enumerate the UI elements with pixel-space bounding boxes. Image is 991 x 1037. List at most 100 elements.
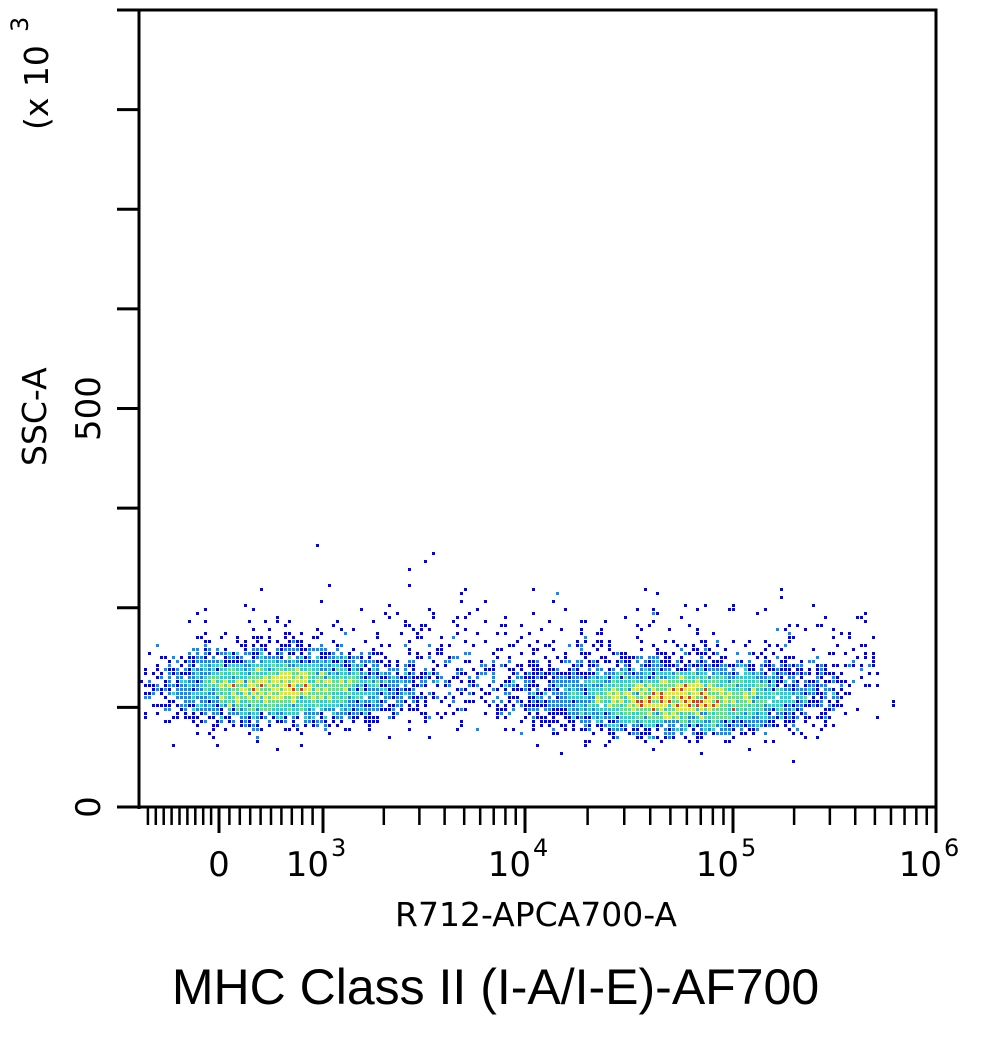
event-dot [232, 692, 235, 695]
event-dot [700, 732, 703, 735]
event-dot [764, 648, 767, 651]
event-dot [332, 664, 335, 667]
event-dot [504, 632, 507, 635]
event-dot [356, 704, 359, 707]
event-dot [328, 664, 331, 667]
event-dot [304, 712, 307, 715]
event-dot [628, 700, 631, 703]
event-dot [732, 688, 735, 691]
event-dot [192, 720, 195, 723]
event-dot [680, 688, 683, 691]
event-dot [348, 660, 351, 663]
event-dot [720, 684, 723, 687]
event-dot [376, 692, 379, 695]
event-dot [344, 708, 347, 711]
event-dot [296, 684, 299, 687]
event-dot [296, 664, 299, 667]
event-dot [672, 712, 675, 715]
event-dot [500, 708, 503, 711]
event-dot [656, 688, 659, 691]
event-dot [700, 688, 703, 691]
event-dot [668, 628, 671, 631]
event-dot [760, 672, 763, 675]
event-dot [252, 692, 255, 695]
event-dot [184, 704, 187, 707]
event-dot [640, 628, 643, 631]
event-dot [300, 668, 303, 671]
event-dot [752, 684, 755, 687]
event-dot [252, 628, 255, 631]
event-dot [368, 712, 371, 715]
event-dot [760, 684, 763, 687]
event-dot [236, 692, 239, 695]
event-dot [200, 700, 203, 703]
event-dot [416, 708, 419, 711]
event-dot [552, 668, 555, 671]
event-dot [268, 692, 271, 695]
event-dot [280, 704, 283, 707]
event-dot [856, 616, 859, 619]
event-dot [776, 704, 779, 707]
event-dot [600, 720, 603, 723]
event-dot [832, 704, 835, 707]
event-dot [572, 700, 575, 703]
event-dot [664, 720, 667, 723]
event-dot [804, 684, 807, 687]
event-dot [240, 676, 243, 679]
event-dot [244, 672, 247, 675]
event-dot [348, 680, 351, 683]
event-dot [312, 704, 315, 707]
event-dot [560, 712, 563, 715]
event-dot [620, 712, 623, 715]
event-dot [496, 656, 499, 659]
event-dot [144, 672, 147, 675]
event-dot [244, 700, 247, 703]
event-dot [300, 640, 303, 643]
event-dot [352, 672, 355, 675]
event-dot [540, 668, 543, 671]
event-dot [224, 684, 227, 687]
event-dot [732, 684, 735, 687]
event-dot [296, 644, 299, 647]
event-dot [320, 644, 323, 647]
event-dot [568, 700, 571, 703]
event-dot [560, 708, 563, 711]
event-dot [388, 644, 391, 647]
event-dot [236, 712, 239, 715]
event-dot [784, 720, 787, 723]
event-dot [600, 692, 603, 695]
event-dot [772, 652, 775, 655]
event-dot [764, 696, 767, 699]
event-dot [536, 712, 539, 715]
event-dot [668, 660, 671, 663]
event-dot [224, 728, 227, 731]
event-dot [220, 712, 223, 715]
event-dot [524, 680, 527, 683]
event-dot [788, 716, 791, 719]
event-dot [592, 664, 595, 667]
event-dot [632, 676, 635, 679]
event-dot [484, 712, 487, 715]
event-dot [300, 660, 303, 663]
event-dot [668, 704, 671, 707]
event-dot [752, 672, 755, 675]
event-dot [648, 716, 651, 719]
event-dot [772, 724, 775, 727]
event-dot [364, 700, 367, 703]
event-dot [728, 608, 731, 611]
event-dot [216, 704, 219, 707]
event-dot [368, 672, 371, 675]
event-dot [240, 708, 243, 711]
event-dot [512, 688, 515, 691]
event-dot [808, 672, 811, 675]
event-dot [244, 668, 247, 671]
event-dot [408, 688, 411, 691]
event-dot [792, 716, 795, 719]
event-dot [840, 672, 843, 675]
event-dot [732, 728, 735, 731]
event-dot [336, 672, 339, 675]
event-dot [372, 648, 375, 651]
event-dot [420, 684, 423, 687]
event-dot [796, 728, 799, 731]
event-dot [200, 668, 203, 671]
